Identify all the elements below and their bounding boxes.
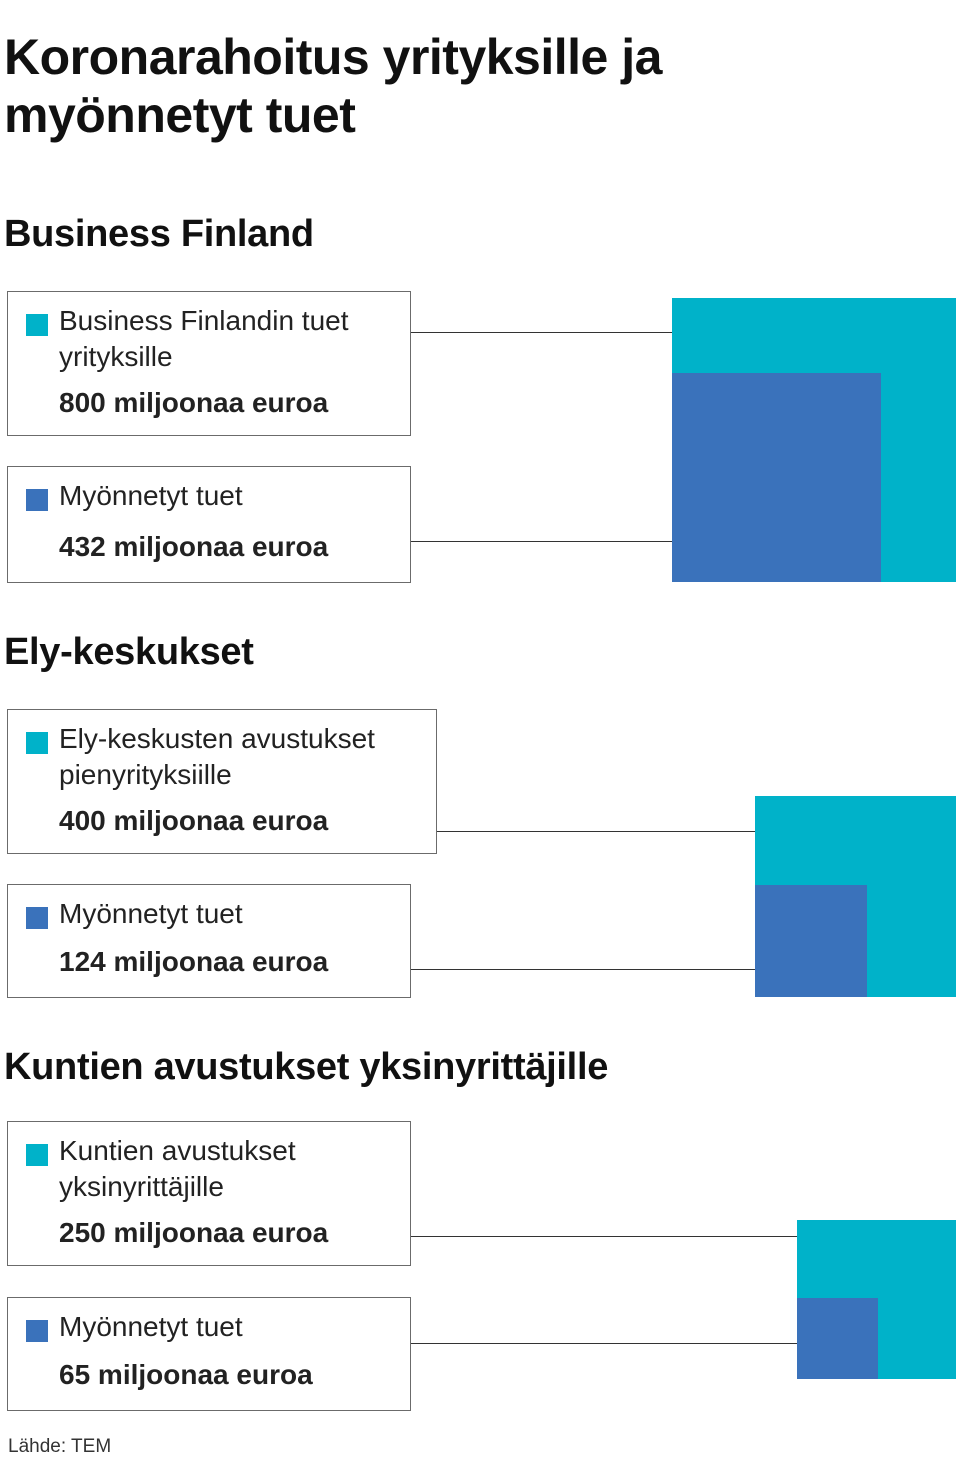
legend-box-granted: Myönnetyt tuet 432 miljoonaa euroa [7, 466, 411, 583]
legend-value-total: 400 miljoonaa euroa [59, 805, 329, 836]
page-title: Koronarahoitus yrityksille ja myönnetyt … [4, 29, 662, 143]
legend-label-granted: Myönnetyt tuet [59, 1311, 243, 1342]
leader-line-total [411, 332, 672, 333]
section-title-kuntien-avustukset: Kuntien avustukset yksinyrittäjille [4, 1046, 609, 1088]
leader-line-granted [411, 969, 755, 970]
legend-label-granted: Myönnetyt tuet [59, 480, 243, 511]
legend-swatch-total [26, 732, 48, 754]
legend-swatch-granted [26, 907, 48, 929]
section-title-business-finland: Business Finland [4, 213, 314, 255]
legend-value-total: 800 miljoonaa euroa [59, 387, 329, 418]
legend-label-total: Kuntien avustukset yksinyrittäjille [59, 1135, 296, 1202]
square-granted [755, 885, 867, 997]
legend-value-granted: 432 miljoonaa euroa [59, 531, 329, 562]
legend-value-granted: 124 miljoonaa euroa [59, 946, 329, 977]
legend-box-total: Business Finlandin tuet yrityksille 800 … [7, 291, 411, 436]
legend-swatch-granted [26, 1320, 48, 1342]
leader-line-total [437, 831, 755, 832]
legend-box-granted: Myönnetyt tuet 124 miljoonaa euroa [7, 884, 411, 998]
legend-box-total: Ely-keskusten avustukset pienyrityksiill… [7, 709, 437, 854]
square-granted [797, 1298, 879, 1379]
legend-value-total: 250 miljoonaa euroa [59, 1217, 329, 1248]
legend-label-total: Ely-keskusten avustukset pienyrityksiill… [59, 723, 375, 790]
legend-value-granted: 65 miljoonaa euroa [59, 1359, 313, 1390]
legend-label-total: Business Finlandin tuet yrityksille [59, 305, 349, 372]
leader-line-granted [411, 541, 672, 542]
section-title-ely-keskukset: Ely-keskukset [4, 631, 254, 673]
legend-label-granted: Myönnetyt tuet [59, 898, 243, 929]
legend-box-total: Kuntien avustukset yksinyrittäjille 250 … [7, 1121, 411, 1266]
legend-box-granted: Myönnetyt tuet 65 miljoonaa euroa [7, 1297, 411, 1411]
legend-swatch-granted [26, 489, 48, 511]
legend-swatch-total [26, 1144, 48, 1166]
leader-line-granted [411, 1343, 798, 1344]
leader-line-total [411, 1236, 798, 1237]
source-note: Lähde: TEM [8, 1436, 112, 1457]
square-granted [672, 373, 881, 582]
legend-swatch-total [26, 314, 48, 336]
